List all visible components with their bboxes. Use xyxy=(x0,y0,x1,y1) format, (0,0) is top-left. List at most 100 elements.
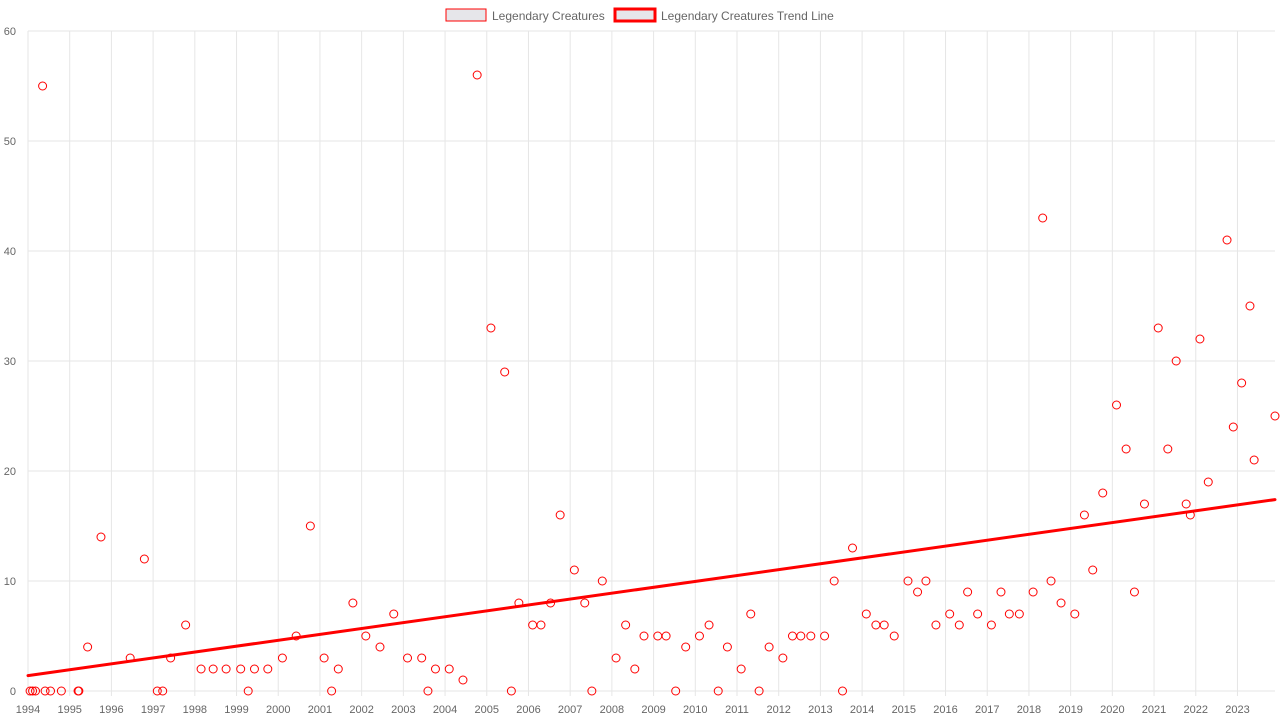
data-point xyxy=(555,510,565,520)
legend-item-trend-line[interactable]: Legendary Creatures Trend Line xyxy=(613,7,834,23)
data-point xyxy=(38,81,48,91)
data-point xyxy=(704,620,714,630)
data-point xyxy=(458,675,468,685)
data-point xyxy=(587,686,597,696)
data-point xyxy=(139,554,149,564)
legend-label-scatter: Legendary Creatures xyxy=(492,9,605,23)
y-axis-tick-labels: 0 10 20 30 40 50 60 xyxy=(4,26,16,698)
data-point xyxy=(778,653,788,663)
data-point xyxy=(722,642,732,652)
x-tick-label: 2014 xyxy=(850,704,874,716)
data-point xyxy=(954,620,964,630)
x-tick-label: 1999 xyxy=(224,704,248,716)
data-point xyxy=(348,598,358,608)
data-point xyxy=(1046,576,1056,586)
data-point xyxy=(1038,213,1048,223)
data-point xyxy=(1163,444,1173,454)
scatter-series xyxy=(25,70,1280,696)
x-tick-label: 2019 xyxy=(1058,704,1082,716)
data-point xyxy=(96,532,106,542)
data-point xyxy=(694,631,704,641)
data-point xyxy=(1070,609,1080,619)
y-gridlines xyxy=(28,30,1275,692)
x-tick-label: 2004 xyxy=(433,704,457,716)
data-point xyxy=(973,609,983,619)
data-point xyxy=(472,70,482,80)
data-point xyxy=(963,587,973,597)
data-point xyxy=(1098,488,1108,498)
data-point xyxy=(1171,356,1181,366)
x-tick-label: 2002 xyxy=(349,704,373,716)
x-tick-label: 2006 xyxy=(516,704,540,716)
data-point xyxy=(736,664,746,674)
x-tick-label: 1995 xyxy=(57,704,81,716)
data-point xyxy=(621,620,631,630)
data-point xyxy=(277,653,287,663)
data-point xyxy=(580,598,590,608)
data-point xyxy=(879,620,889,630)
data-point xyxy=(361,631,371,641)
data-point xyxy=(861,609,871,619)
data-point xyxy=(1112,400,1122,410)
data-point xyxy=(764,642,774,652)
x-tick-label: 1998 xyxy=(183,704,207,716)
data-point xyxy=(152,686,162,696)
x-tick-label: 2007 xyxy=(558,704,582,716)
data-point xyxy=(1203,477,1213,487)
data-point xyxy=(125,653,135,663)
data-point xyxy=(166,653,176,663)
data-point xyxy=(945,609,955,619)
x-tick-label: 2010 xyxy=(683,704,707,716)
data-point xyxy=(713,686,723,696)
data-point xyxy=(754,686,764,696)
x-tick-label: 2003 xyxy=(391,704,415,716)
data-point xyxy=(829,576,839,586)
data-point xyxy=(1222,235,1232,245)
data-point xyxy=(444,664,454,674)
data-point xyxy=(28,686,38,696)
data-point xyxy=(83,642,93,652)
data-point xyxy=(1088,565,1098,575)
data-point xyxy=(327,686,337,696)
data-point xyxy=(389,609,399,619)
x-tick-label: 2022 xyxy=(1184,704,1208,716)
data-point xyxy=(1056,598,1066,608)
x-tick-label: 2011 xyxy=(725,704,749,716)
data-point xyxy=(1249,455,1259,465)
x-tick-label: 2005 xyxy=(475,704,499,716)
data-point xyxy=(236,664,246,674)
x-tick-label: 2021 xyxy=(1142,704,1166,716)
data-point xyxy=(838,686,848,696)
data-point xyxy=(1129,587,1139,597)
data-point xyxy=(486,323,496,333)
x-gridlines xyxy=(27,31,1238,696)
data-point xyxy=(1153,323,1163,333)
y-tick-label: 10 xyxy=(4,576,16,588)
data-point xyxy=(639,631,649,641)
data-point xyxy=(1079,510,1089,520)
legend-swatch-trend-line xyxy=(613,7,657,23)
data-point xyxy=(746,609,756,619)
data-point xyxy=(1185,510,1195,520)
data-point xyxy=(263,664,273,674)
data-point xyxy=(597,576,607,586)
y-tick-label: 50 xyxy=(4,136,16,148)
data-point xyxy=(787,631,797,641)
data-point xyxy=(546,598,556,608)
data-point xyxy=(921,576,931,586)
data-point xyxy=(74,686,84,696)
legend-item-scatter[interactable]: Legendary Creatures xyxy=(445,8,605,23)
data-point xyxy=(653,631,663,641)
data-point xyxy=(1237,378,1247,388)
data-point xyxy=(158,686,168,696)
x-tick-label: 2018 xyxy=(1017,704,1041,716)
data-point xyxy=(871,620,881,630)
data-point xyxy=(46,686,56,696)
data-point xyxy=(208,664,218,674)
data-point xyxy=(1245,301,1255,311)
data-point xyxy=(196,664,206,674)
data-point xyxy=(528,620,538,630)
data-point xyxy=(1028,587,1038,597)
data-point xyxy=(1004,609,1014,619)
legend: Legendary Creatures Legendary Creatures … xyxy=(445,7,834,23)
